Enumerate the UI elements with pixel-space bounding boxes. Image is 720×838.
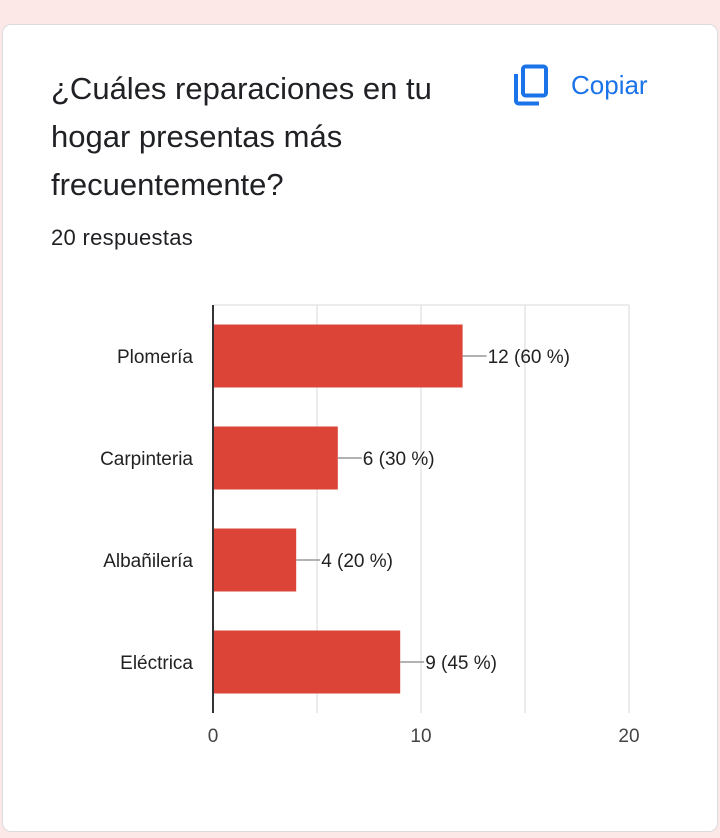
bar (213, 426, 338, 490)
data-label: 4 (20 %) (321, 551, 393, 572)
bar (213, 630, 401, 694)
bar (213, 528, 297, 592)
data-label: 6 (30 %) (363, 449, 435, 470)
x-tick-label: 20 (618, 726, 639, 747)
copy-label: Copiar (571, 69, 648, 100)
category-label: Eléctrica (120, 653, 193, 674)
data-label: 9 (45 %) (425, 653, 497, 674)
copy-button[interactable]: Copiar (511, 63, 648, 107)
bar (213, 324, 463, 388)
copy-icon (514, 64, 548, 106)
category-label: Plomería (117, 347, 193, 368)
response-count: 20 respuestas (51, 225, 194, 250)
bar-chart: Plomería 12 (60 %) Carpinteria 6 (30 %) Alba… (100, 304, 640, 747)
x-tick-label: 0 (208, 726, 219, 747)
question-card: ¿Cuáles reparaciones en tu hogar present… (2, 24, 718, 832)
category-label: Albañilería (103, 551, 193, 572)
x-tick-label: 10 (410, 726, 431, 747)
category-label: Carpinteria (100, 449, 193, 470)
data-label: 12 (60 %) (488, 347, 570, 368)
question-title: ¿Cuáles reparaciones en tu hogar present… (51, 71, 432, 202)
